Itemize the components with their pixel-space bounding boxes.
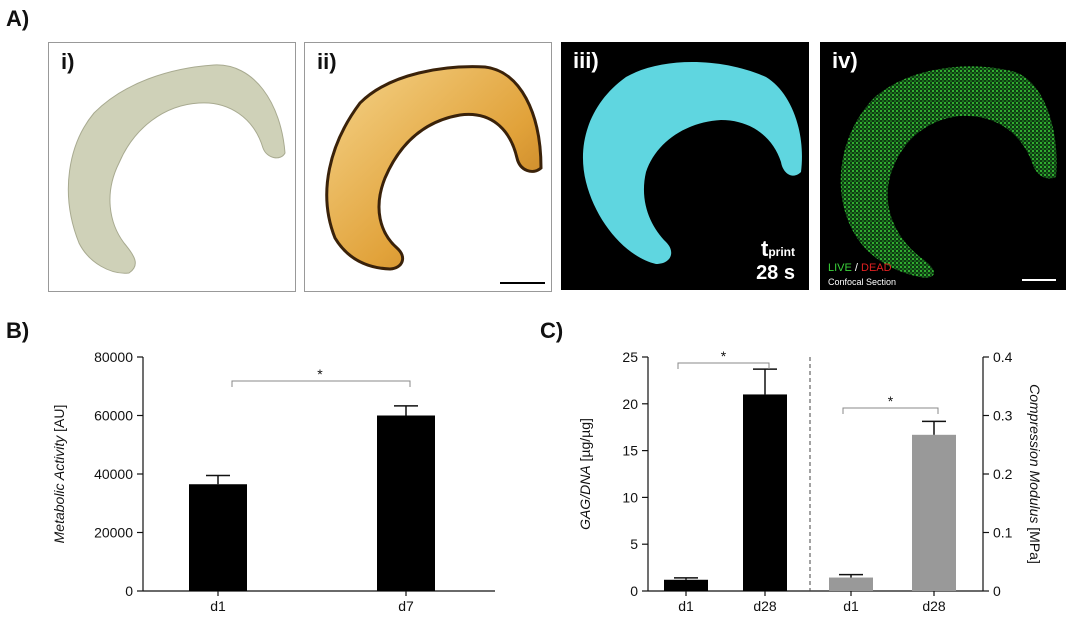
c-left-y-axis-label-italic: GAG/DNA xyxy=(577,465,593,530)
c-left-y-axis-label: GAG/DNA [µg/µg] xyxy=(577,418,593,530)
c-x-tick-label: d28 xyxy=(753,598,777,614)
tile-iv-label: iv) xyxy=(832,48,858,73)
c-bar-right-d28 xyxy=(912,434,956,591)
c-bar-left-d28 xyxy=(743,394,787,591)
print-time-value: 28 s xyxy=(756,262,795,284)
c-right-y-tick-label: 0.3 xyxy=(993,408,1013,424)
c-right-y-tick-label: 0.4 xyxy=(993,349,1013,365)
tile-i-model: i) xyxy=(48,42,296,292)
c-left-y-tick-label: 10 xyxy=(622,489,638,505)
b-y-tick-label: 40000 xyxy=(94,466,133,482)
c-left-y-tick-label: 25 xyxy=(622,349,638,365)
dead-label: DEAD xyxy=(861,262,892,274)
b-significance-bracket xyxy=(231,380,411,387)
tile-iv-confocal: iv) LIVE / DEAD Confocal Section xyxy=(820,42,1066,290)
c-bar-right-d1 xyxy=(829,577,873,591)
c-bar-left-d1 xyxy=(664,579,708,591)
panel-c-letter: C) xyxy=(540,318,564,343)
b-y-tick-label: 80000 xyxy=(94,349,133,365)
c-x-tick-label: d1 xyxy=(678,598,694,614)
b-significance-star: * xyxy=(317,366,323,382)
c-x-tick-label: d28 xyxy=(922,598,946,614)
live-dead-legend: LIVE / DEAD xyxy=(828,262,892,274)
c-significance-star-left: * xyxy=(721,348,727,364)
tile-ii-print: ii) xyxy=(304,42,552,292)
live-label: LIVE xyxy=(828,262,852,274)
c-significance-bracket-right xyxy=(842,407,939,414)
c-right-y-tick-label: 0 xyxy=(993,583,1001,599)
tprint-subscript: print xyxy=(768,245,795,259)
live-dead-separator: / xyxy=(851,262,862,274)
b-x-tick-label: d7 xyxy=(398,598,414,614)
tile-ii-label: ii) xyxy=(317,49,337,74)
c-right-y-axis-label-unit: [MPa] xyxy=(1027,523,1043,563)
tile-iii-label: iii) xyxy=(573,48,599,73)
c-significance-bracket-left xyxy=(677,362,770,369)
c-right-y-axis-label-italic: Compression Modulus xyxy=(1027,384,1043,523)
print-time-readout: tprint 28 s xyxy=(756,236,795,285)
b-y-axis-label: Metabolic Activity [AU] xyxy=(51,405,67,544)
c-left-y-tick-label: 20 xyxy=(622,396,638,412)
b-bar-d7 xyxy=(377,415,435,591)
c-right-y-tick-label: 0.1 xyxy=(993,525,1013,541)
b-y-axis-label-italic: Metabolic Activity xyxy=(51,435,67,544)
live-dead-meniscus-shape xyxy=(840,66,1057,281)
c-significance-star-right: * xyxy=(888,393,894,409)
meniscus-model-shape xyxy=(67,64,286,274)
tile-iii-render: iii) tprint 28 s xyxy=(561,42,809,290)
confocal-section-label: Confocal Section xyxy=(828,277,897,287)
c-left-y-axis-label-unit: [µg/µg] xyxy=(577,418,593,465)
c-left-y-tick-label: 5 xyxy=(630,536,638,552)
c-x-tick-label: d1 xyxy=(843,598,859,614)
b-y-axis-label-unit: [AU] xyxy=(51,405,67,436)
printed-meniscus-shape xyxy=(325,65,545,284)
b-y-tick-label: 60000 xyxy=(94,408,133,424)
cyan-meniscus-shape xyxy=(582,62,802,264)
tile-i-label: i) xyxy=(61,49,75,74)
c-right-y-tick-label: 0.2 xyxy=(993,466,1013,482)
b-x-tick-label: d1 xyxy=(210,598,226,614)
panel-a-letter: A) xyxy=(6,6,30,31)
tprint-symbol: t xyxy=(761,236,769,261)
c-left-y-tick-label: 15 xyxy=(622,443,638,459)
b-bar-d1 xyxy=(189,484,247,591)
c-left-y-tick-label: 0 xyxy=(630,583,638,599)
panel-b-letter: B) xyxy=(6,318,30,343)
b-y-tick-label: 0 xyxy=(125,583,133,599)
c-right-y-axis-label: Compression Modulus [MPa] xyxy=(1027,384,1043,564)
b-y-tick-label: 20000 xyxy=(94,525,133,541)
